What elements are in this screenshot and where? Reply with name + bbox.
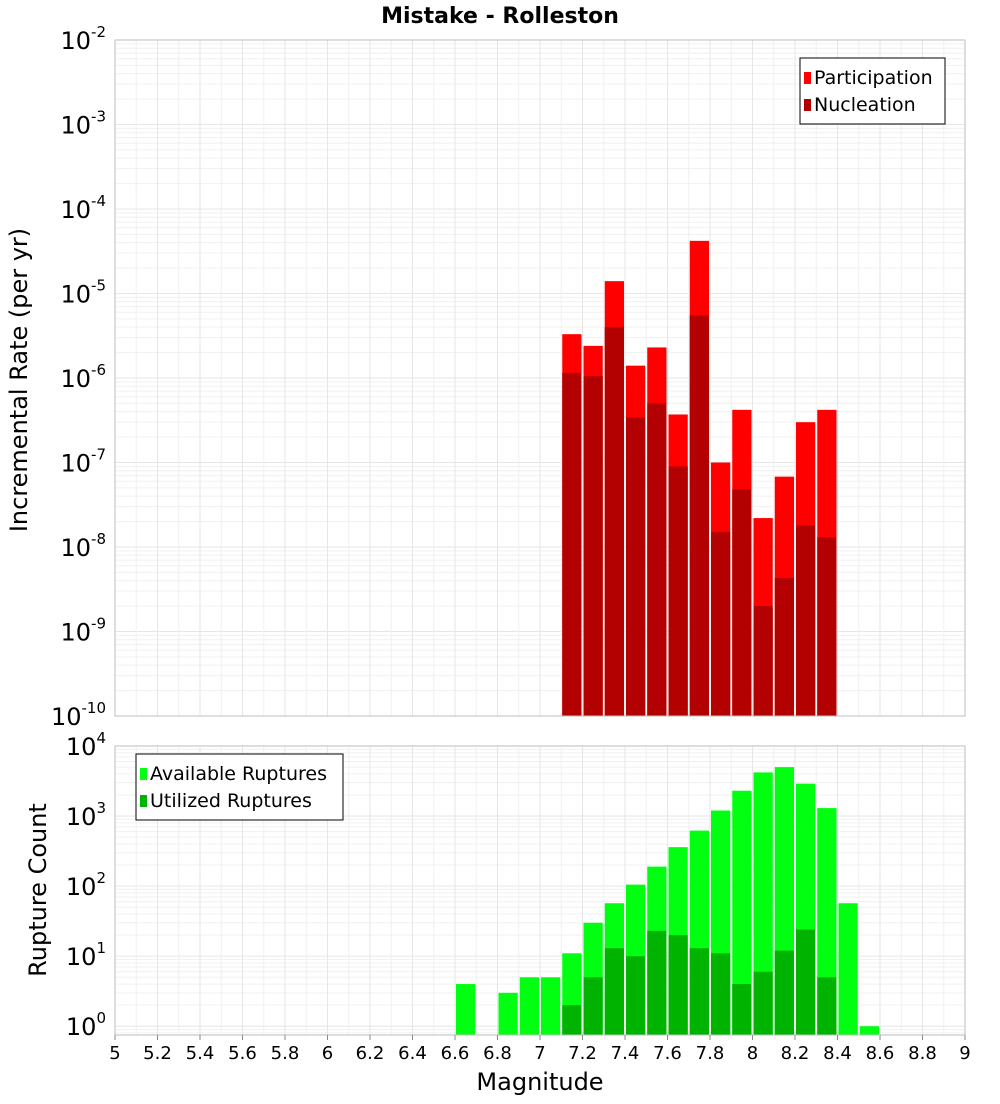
- bottom-bar-secondary: [647, 930, 667, 1035]
- bottom-y-tick-label: 104: [66, 729, 106, 761]
- bottom-bar-primary: [838, 903, 858, 1035]
- bottom-bar-secondary: [774, 950, 794, 1035]
- bottom-bar-primary: [753, 772, 773, 1035]
- bottom-legend-swatch: [140, 768, 147, 780]
- bottom-legend-swatch: [140, 795, 147, 807]
- top-legend-label: Nucleation: [814, 94, 916, 116]
- top-bar-secondary: [732, 489, 752, 716]
- top-bar-secondary: [668, 466, 688, 716]
- top-series-1: [562, 315, 837, 716]
- top-plot-frame: [114, 39, 966, 717]
- bottom-bar-secondary: [562, 1005, 582, 1035]
- bottom-bar-secondary: [711, 953, 731, 1035]
- x-tick-label: 9: [959, 1043, 970, 1064]
- bottom-y-tick-label: 102: [66, 869, 106, 901]
- top-y-axis-label: Incremental Rate (per yr): [5, 228, 33, 532]
- top-y-tick-label: 10-7: [60, 446, 106, 478]
- x-tick-label: 8.4: [823, 1043, 852, 1064]
- top-bar-secondary: [562, 372, 582, 716]
- bottom-y-tick-label: 103: [66, 799, 106, 831]
- top-y-tick-label: 10-5: [60, 277, 106, 309]
- x-axis-label: Magnitude: [476, 1068, 603, 1096]
- top-legend-swatch: [804, 72, 811, 84]
- bottom-legend-label: Available Ruptures: [150, 763, 327, 785]
- top-bar-secondary: [583, 376, 603, 716]
- top-legend-box: [799, 57, 946, 125]
- bottom-bar-secondary: [817, 977, 837, 1035]
- x-tick-label: 8: [747, 1043, 758, 1064]
- x-tick-label: 8.8: [908, 1043, 937, 1064]
- bottom-bar-primary: [859, 1026, 879, 1035]
- top-bar-secondary: [604, 327, 624, 716]
- top-bar-secondary: [626, 417, 646, 716]
- top-y-tick-label: 10-9: [60, 615, 106, 647]
- top-bar-secondary: [796, 525, 816, 716]
- bottom-bar-secondary: [796, 929, 816, 1035]
- bottom-bar-secondary: [604, 948, 624, 1035]
- top-bar-secondary: [817, 537, 837, 716]
- top-grid: [114, 39, 966, 717]
- bottom-y-ticks: 100 101 102 103 104: [66, 729, 106, 1041]
- top-y-tick-label: 10-2: [60, 23, 106, 55]
- bottom-bar-primary: [456, 984, 476, 1035]
- x-tick-label: 8.2: [781, 1043, 810, 1064]
- bottom-bar-primary: [519, 977, 539, 1035]
- top-bar-secondary: [753, 606, 773, 716]
- x-tick-label: 8.6: [866, 1043, 895, 1064]
- x-tick-label: 5.6: [228, 1043, 257, 1064]
- bottom-bar-secondary: [689, 948, 709, 1035]
- chart-title: Mistake - Rolleston: [381, 4, 619, 29]
- x-tick-label: 5.4: [186, 1043, 215, 1064]
- top-legend-label: Participation: [814, 67, 933, 89]
- x-tick-label: 5: [109, 1043, 120, 1064]
- x-tick-label: 6.2: [356, 1043, 385, 1064]
- x-tick-label: 5.2: [143, 1043, 172, 1064]
- bottom-bar-secondary: [753, 971, 773, 1035]
- top-legend-swatch: [804, 99, 811, 111]
- top-plot-panel: 10-10 10-9 10-8 10-7 10-6 10-5 10-4 10-3 10-2 Par…: [51, 23, 966, 731]
- bottom-legend: Available Ruptures Utilized Ruptures: [135, 753, 344, 821]
- bottom-plot-panel: 100 101 102 103 104 5 5.2 5.4 5.6 5.8 6 6.2 6.4 6.6 6.…: [66, 729, 971, 1064]
- bottom-series-1: [562, 929, 837, 1035]
- x-tick-label: 6.8: [483, 1043, 512, 1064]
- top-y-tick-label: 10-3: [60, 108, 106, 140]
- top-y-tick-label: 10-4: [60, 192, 106, 224]
- bottom-bar-primary: [541, 977, 561, 1035]
- top-y-ticks: 10-10 10-9 10-8 10-7 10-6 10-5 10-4 10-3 10-2: [51, 23, 106, 731]
- bottom-bar-secondary: [626, 956, 646, 1035]
- bottom-legend-label: Utilized Ruptures: [150, 790, 312, 812]
- x-tick-label: 7: [534, 1043, 545, 1064]
- bottom-legend-box: [135, 753, 344, 821]
- top-y-tick-label: 10-8: [60, 530, 106, 562]
- top-bar-secondary: [774, 577, 794, 716]
- bottom-bar-primary: [498, 992, 518, 1035]
- bottom-y-tick-label: 100: [66, 1009, 106, 1041]
- top-bar-secondary: [711, 532, 731, 716]
- bottom-y-axis-label: Rupture Count: [24, 803, 52, 977]
- x-tick-label: 6.4: [398, 1043, 427, 1064]
- bottom-y-tick-label: 101: [66, 939, 106, 971]
- top-legend: Participation Nucleation: [799, 57, 946, 125]
- x-ticks: 5 5.2 5.4 5.6 5.8 6 6.2 6.4 6.6 6.8 7 7.2 7.4 7.6 7.8 8…: [109, 1035, 971, 1064]
- top-y-tick-label: 10-10: [51, 699, 106, 731]
- x-tick-label: 7.4: [611, 1043, 640, 1064]
- bottom-bar-secondary: [732, 984, 752, 1035]
- x-tick-label: 7.2: [568, 1043, 597, 1064]
- x-tick-label: 7.8: [696, 1043, 725, 1064]
- top-bar-secondary: [647, 403, 667, 716]
- x-tick-label: 6: [322, 1043, 333, 1064]
- bottom-bar-secondary: [668, 935, 688, 1035]
- bottom-bar-secondary: [583, 977, 603, 1035]
- top-bar-secondary: [689, 315, 709, 716]
- x-tick-label: 7.6: [653, 1043, 682, 1064]
- top-y-tick-label: 10-6: [60, 361, 106, 393]
- bottom-bar-primary: [732, 790, 752, 1035]
- x-tick-label: 6.6: [441, 1043, 470, 1064]
- x-tick-label: 5.8: [271, 1043, 300, 1064]
